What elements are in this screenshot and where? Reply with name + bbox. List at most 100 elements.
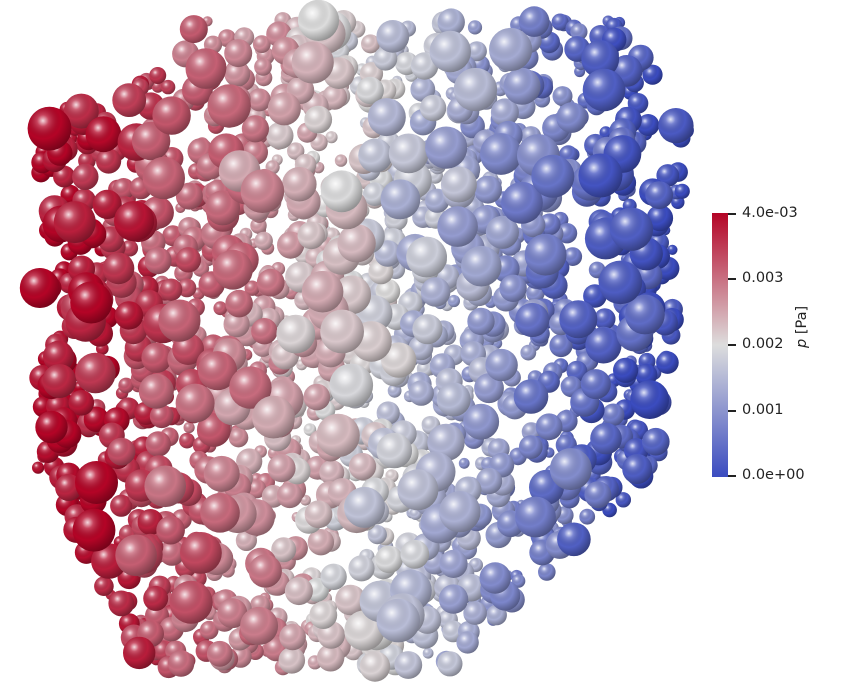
particle-sphere-shading <box>115 534 157 577</box>
particle-sphere-shading <box>646 204 674 232</box>
particle-sphere-shading <box>479 562 511 594</box>
particle-sphere-shading <box>83 406 110 432</box>
particle-sphere-shading <box>400 539 430 569</box>
particle-sphere-shading <box>613 357 639 383</box>
particle-sphere-shading <box>674 183 690 199</box>
colorbar-tick <box>728 278 736 280</box>
spheres-group <box>19 0 694 682</box>
particle-sphere-shading <box>422 647 434 659</box>
particle-sphere-shading <box>158 299 201 342</box>
particle-sphere-shading <box>235 529 257 552</box>
particle-sphere-shading <box>466 41 487 62</box>
particle-sphere-shading <box>180 532 222 574</box>
colorbar-tick <box>728 344 736 346</box>
particle-sphere-shading <box>179 15 208 44</box>
particle-sphere-shading <box>297 221 326 250</box>
particle-sphere-shading <box>206 640 233 667</box>
particle-sphere-shading <box>367 525 387 545</box>
particle-sphere-shading <box>92 189 122 219</box>
colorbar-tick-label: 0.003 <box>742 270 784 286</box>
particle-sphere-shading <box>420 277 451 307</box>
particle-sphere-shading <box>367 98 406 137</box>
particle-sphere-shading <box>291 41 334 84</box>
particle-sphere-shading <box>75 352 116 394</box>
particle-sphere-shading <box>248 554 282 588</box>
particle-sphere-shading <box>114 301 144 330</box>
particle-sphere-shading <box>175 247 202 273</box>
colorbar-tick-label: 0.001 <box>742 402 784 418</box>
particle-sphere-shading <box>110 494 133 517</box>
particle-sphere-shading <box>637 114 660 136</box>
particle-sphere-shading <box>229 366 272 409</box>
particle-sphere-shading <box>579 508 596 525</box>
particle-sphere-shading <box>373 46 398 71</box>
particle-sphere-shading <box>598 260 643 305</box>
particle-sphere-shading <box>175 182 203 210</box>
particle-sphere-shading <box>642 427 670 456</box>
particle-sphere-shading <box>376 20 410 53</box>
particle-sphere-shading <box>467 20 483 35</box>
particle-sphere-shading <box>175 383 215 423</box>
particle-sphere-shading <box>453 67 498 112</box>
particle-sphere-shading <box>149 67 167 84</box>
particle-sphere-shading <box>361 34 380 54</box>
particle-sphere-shading <box>622 454 653 484</box>
particle-sphere-shading <box>53 201 96 244</box>
particle-sphere-shading <box>144 247 172 275</box>
particle-sphere-shading <box>276 314 316 354</box>
particle-sphere-shading <box>437 206 478 247</box>
particle-sphere-shading <box>177 278 197 298</box>
particle-sphere-shading <box>480 133 522 175</box>
particle-sphere-shading <box>19 268 60 308</box>
particle-sphere-shading <box>199 620 219 640</box>
particle-sphere-shading <box>282 166 317 202</box>
particle-sphere-shading <box>145 431 171 457</box>
particle-sphere-shading <box>213 249 253 290</box>
particle-sphere-shading <box>141 342 172 373</box>
particle-sphere-shading <box>160 79 176 95</box>
particle-sphere-shading <box>277 231 305 259</box>
particle-sphere-shading <box>108 590 135 617</box>
particle-sphere-shading <box>228 427 249 448</box>
particle-sphere-shading <box>304 500 333 529</box>
particle-sphere-shading <box>356 76 384 105</box>
particle-sphere-shading <box>123 636 156 670</box>
particle-sphere-shading <box>658 108 694 144</box>
particle-sphere-shading <box>320 563 347 590</box>
particle-sphere-shading <box>301 270 344 313</box>
particle-sphere-shading <box>271 537 297 563</box>
particle-sphere-shading <box>531 154 575 198</box>
particle-sphere-shading <box>513 379 549 414</box>
particle-sphere-shading <box>630 380 670 419</box>
particle-sphere-shading <box>344 486 385 528</box>
colorbar-title-symbol: p <box>794 338 810 348</box>
particle-sphere-shading <box>225 289 253 318</box>
particle-sphere-shading <box>169 580 213 624</box>
particle-sphere-shading <box>552 86 573 107</box>
particle-sphere-shading <box>207 84 251 128</box>
particle-sphere-shading <box>463 403 500 440</box>
colorbar-gradient <box>712 213 728 477</box>
particle-sphere-shading <box>247 88 271 112</box>
particle-sphere-shading <box>427 423 465 462</box>
particle-sphere-shading <box>159 540 185 566</box>
particle-sphere-shading <box>447 294 460 308</box>
particle-sphere-shading <box>244 280 260 296</box>
particle-sphere-shading <box>635 363 658 386</box>
particle-sphere-shading <box>75 461 118 504</box>
particle-sphere-shading <box>580 369 611 400</box>
colorbar-tick-label: 0.0e+00 <box>742 467 805 483</box>
particle-sphere-shading <box>556 102 587 133</box>
particle-sphere-shading <box>489 27 533 72</box>
particle-sphere-shading <box>252 35 271 53</box>
particle-sphere-shading <box>247 479 267 499</box>
particle-sphere-shading <box>594 308 616 330</box>
particle-sphere-shading <box>438 584 469 614</box>
colorbar-tick <box>728 410 736 412</box>
particle-sphere-shading <box>535 413 563 441</box>
particle-sphere-shading <box>408 380 434 406</box>
particle-sphere-shading <box>520 344 537 361</box>
particle-sphere-shading <box>380 179 421 220</box>
colorbar-title: p [Pa] <box>794 306 810 348</box>
